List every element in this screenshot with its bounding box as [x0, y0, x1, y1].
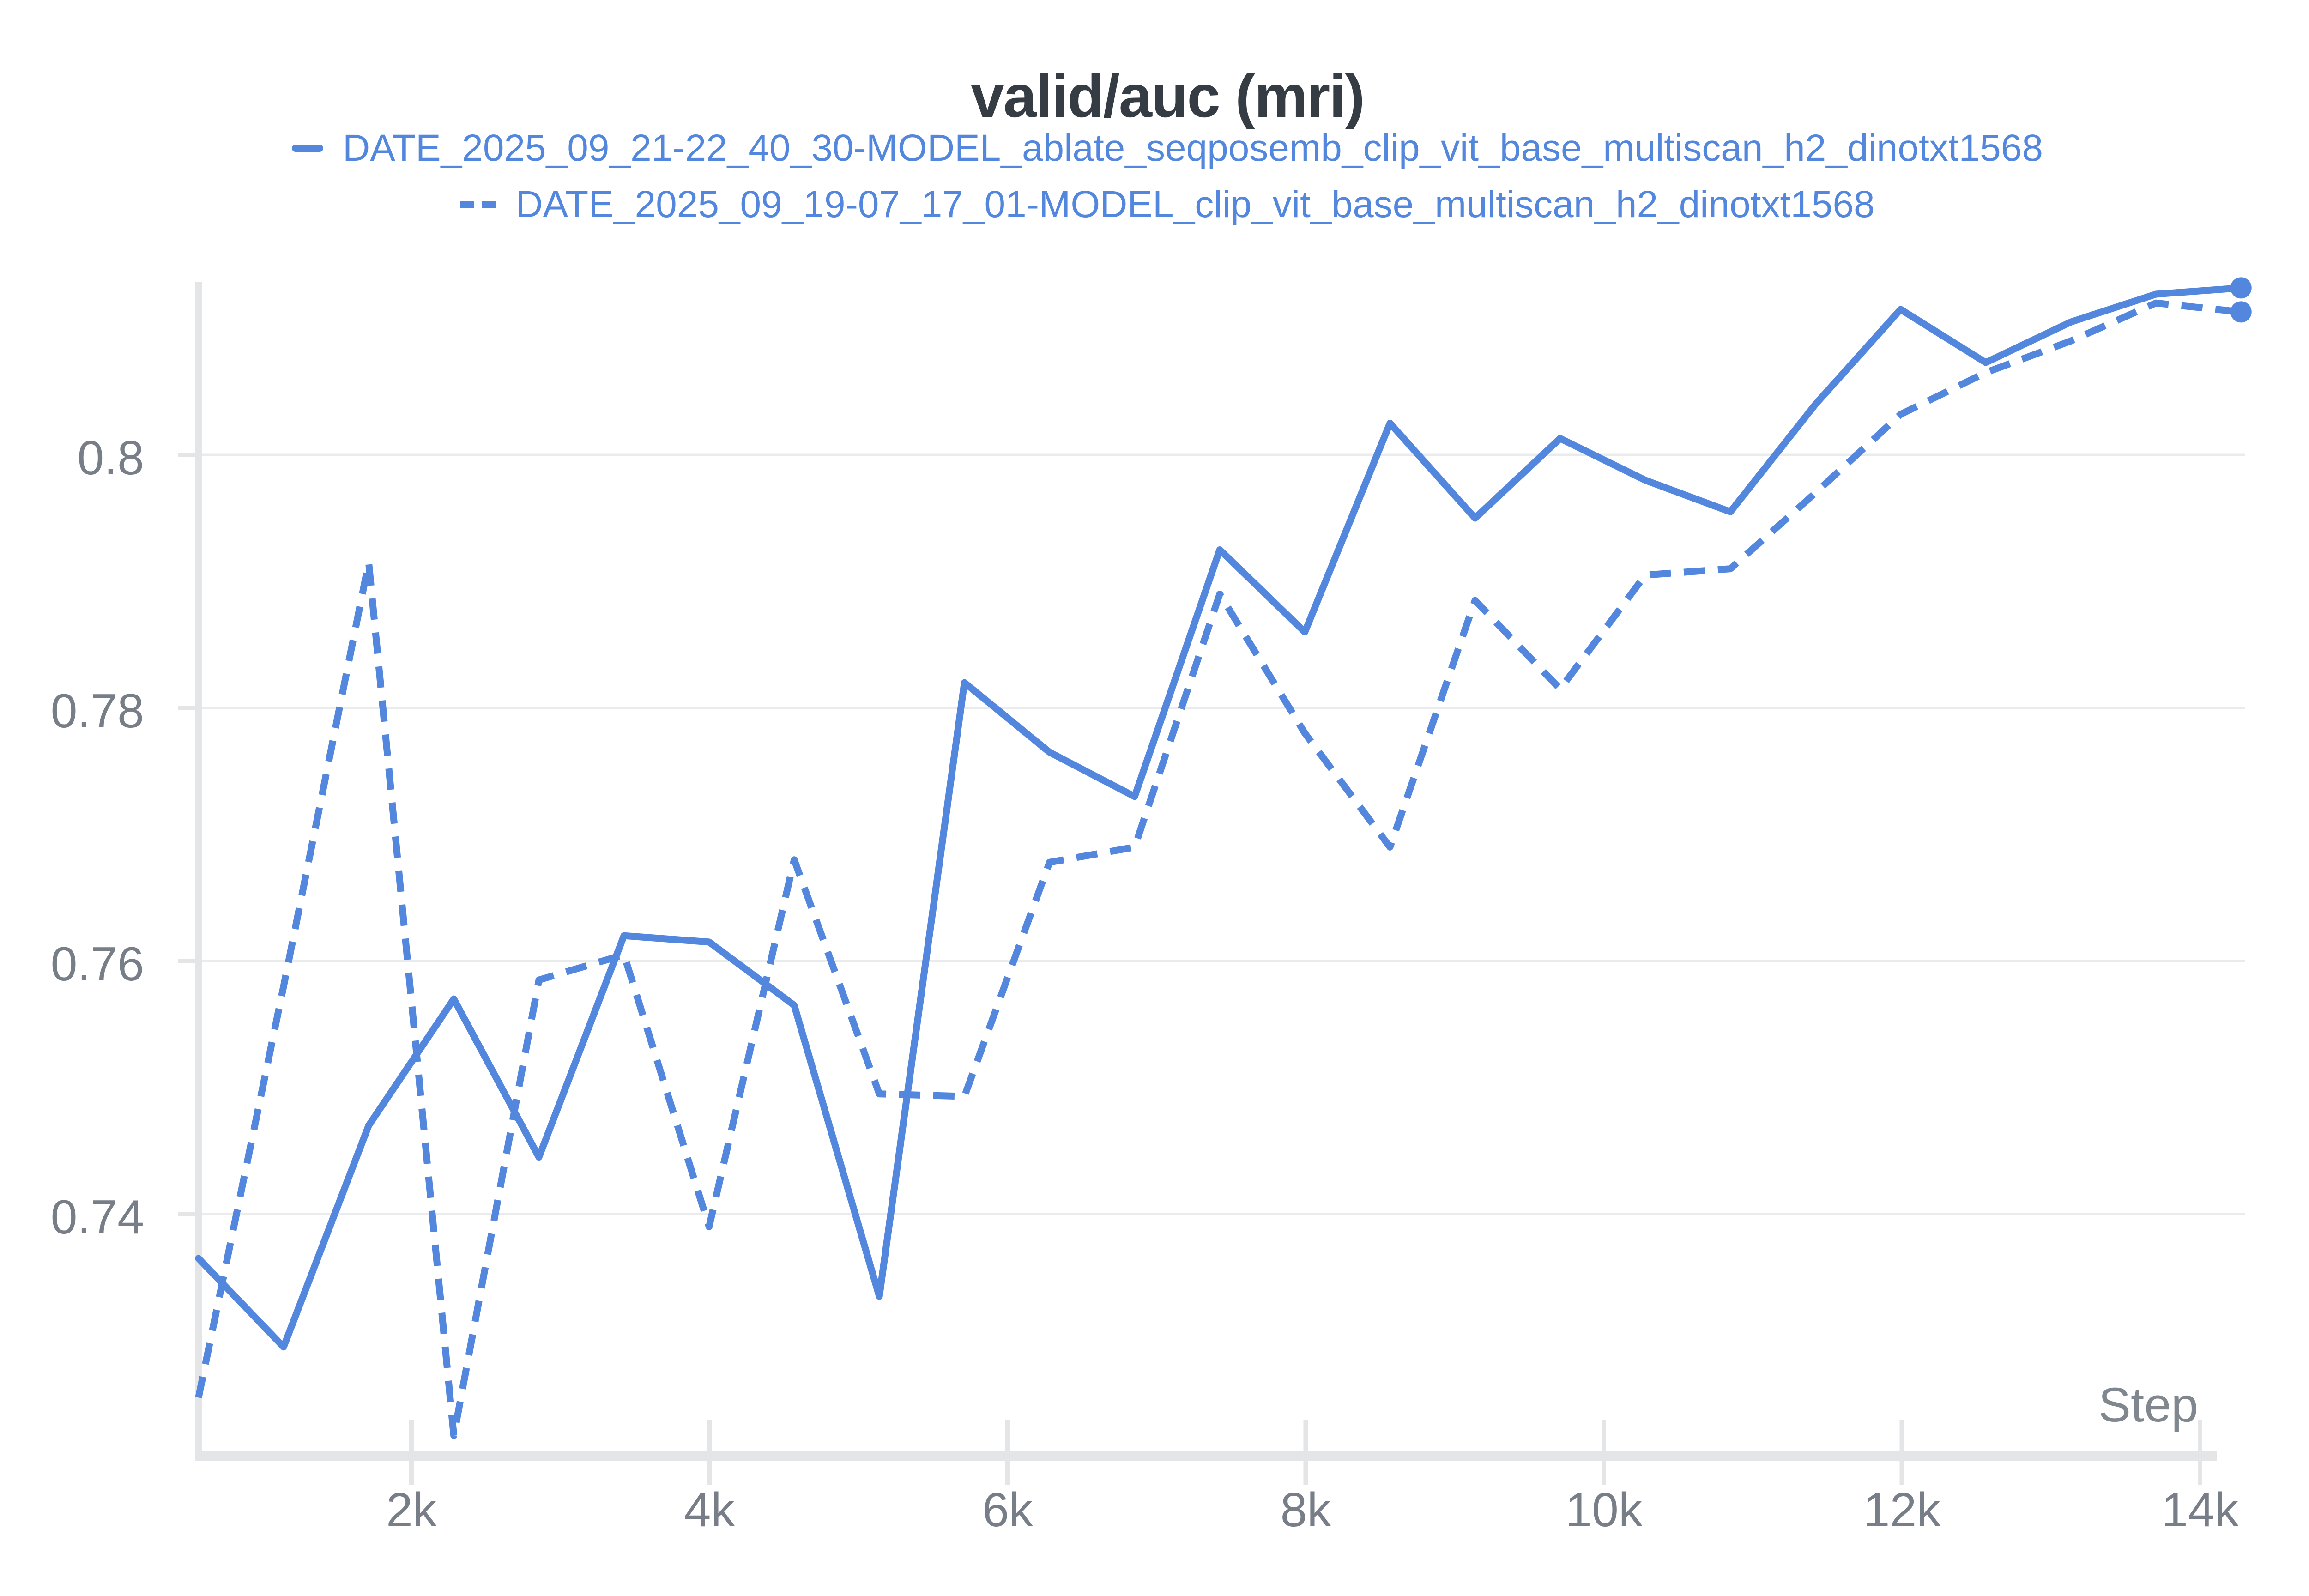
- y-tick-label: 0.76: [51, 937, 144, 991]
- series-line-solid[interactable]: [195, 284, 2245, 1351]
- chart-title: valid/auc (mri): [971, 62, 1365, 130]
- series-line-dashed[interactable]: [195, 299, 2242, 1439]
- x-tick-label: 6k: [982, 1483, 1034, 1537]
- series-endpoint-solid[interactable]: [2230, 277, 2252, 299]
- x-tick-label: 12k: [1863, 1483, 1941, 1537]
- legend: DATE_2025_09_21-22_40_30-MODEL_ablate_se…: [0, 124, 2309, 229]
- legend-swatch-solid-line: [292, 145, 324, 152]
- x-tick-label: 8k: [1281, 1483, 1332, 1537]
- x-axis-label: Step: [2098, 1378, 2198, 1432]
- legend-label-run-clip-vit-base: DATE_2025_09_19-07_17_01-MODEL_clip_vit_…: [515, 183, 1875, 225]
- x-tick-label: 14k: [2161, 1483, 2239, 1537]
- legend-item-run-clip-vit-base[interactable]: DATE_2025_09_19-07_17_01-MODEL_clip_vit_…: [460, 180, 1875, 229]
- x-tick-label: 10k: [1565, 1483, 1643, 1537]
- y-tick-label: 0.8: [77, 431, 144, 485]
- y-tick-label: 0.78: [51, 684, 144, 738]
- legend-swatch-dashed-line: [460, 201, 496, 208]
- series-endpoint-dashed[interactable]: [2230, 301, 2252, 323]
- y-tick-label: 0.74: [51, 1191, 144, 1244]
- x-tick-label: 4k: [684, 1483, 736, 1537]
- x-tick-label: 2k: [386, 1483, 437, 1537]
- legend-item-run-ablate-seqposemb[interactable]: DATE_2025_09_21-22_40_30-MODEL_ablate_se…: [292, 124, 2043, 173]
- legend-label-run-ablate-seqposemb: DATE_2025_09_21-22_40_30-MODEL_ablate_se…: [343, 127, 2043, 169]
